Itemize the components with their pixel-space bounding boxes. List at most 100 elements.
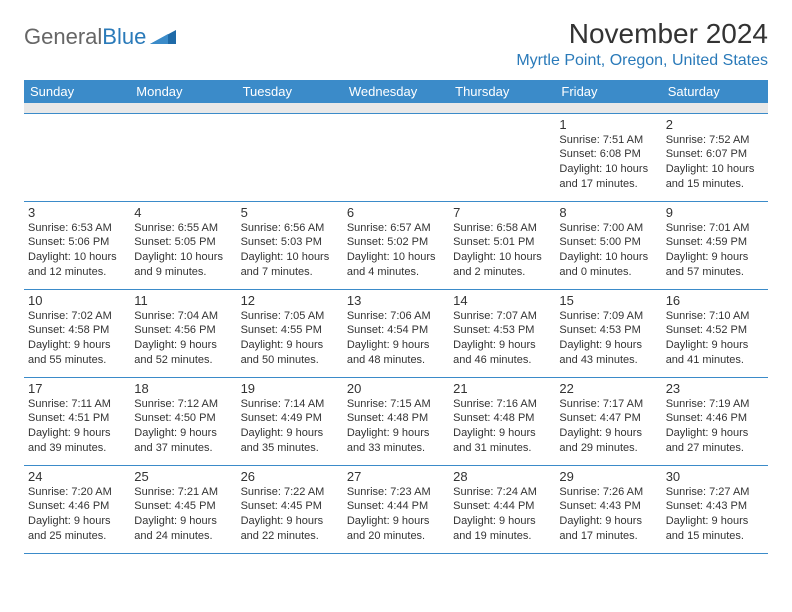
calendar-day-cell: 3Sunrise: 6:53 AMSunset: 5:06 PMDaylight… — [24, 201, 130, 289]
day-info-line: and 35 minutes. — [241, 441, 339, 456]
day-info-line: Daylight: 9 hours — [453, 514, 551, 529]
day-info-line: Daylight: 9 hours — [134, 426, 232, 441]
calendar-day-cell: 5Sunrise: 6:56 AMSunset: 5:03 PMDaylight… — [237, 201, 343, 289]
day-number: 2 — [666, 117, 764, 132]
day-number: 23 — [666, 381, 764, 396]
day-info-line: Sunrise: 7:51 AM — [559, 133, 657, 148]
day-header: Friday — [555, 80, 661, 103]
day-info-line: Sunset: 5:03 PM — [241, 235, 339, 250]
day-number: 8 — [559, 205, 657, 220]
day-info-line: Sunset: 4:58 PM — [28, 323, 126, 338]
day-number: 24 — [28, 469, 126, 484]
day-info-line: and 15 minutes. — [666, 177, 764, 192]
day-info-line: Sunrise: 7:21 AM — [134, 485, 232, 500]
day-info-line: Daylight: 9 hours — [347, 514, 445, 529]
calendar-day-cell — [343, 113, 449, 201]
day-info-line: Daylight: 9 hours — [241, 514, 339, 529]
spacer-row — [24, 103, 768, 113]
day-number: 4 — [134, 205, 232, 220]
location-subtitle: Myrtle Point, Oregon, United States — [516, 52, 768, 70]
day-info-line: Daylight: 10 hours — [347, 250, 445, 265]
day-info-line: Sunset: 4:46 PM — [666, 411, 764, 426]
day-info-line: and 25 minutes. — [28, 529, 126, 544]
day-number: 7 — [453, 205, 551, 220]
day-info-line: Sunrise: 7:24 AM — [453, 485, 551, 500]
day-number: 25 — [134, 469, 232, 484]
day-info-line: Sunrise: 7:15 AM — [347, 397, 445, 412]
calendar-day-cell: 27Sunrise: 7:23 AMSunset: 4:44 PMDayligh… — [343, 465, 449, 553]
day-header: Sunday — [24, 80, 130, 103]
day-info-line: Daylight: 9 hours — [666, 338, 764, 353]
calendar-day-cell: 28Sunrise: 7:24 AMSunset: 4:44 PMDayligh… — [449, 465, 555, 553]
calendar-day-cell: 18Sunrise: 7:12 AMSunset: 4:50 PMDayligh… — [130, 377, 236, 465]
day-number: 3 — [28, 205, 126, 220]
day-info-line: Sunset: 4:45 PM — [134, 499, 232, 514]
day-info-line: and 55 minutes. — [28, 353, 126, 368]
day-header: Wednesday — [343, 80, 449, 103]
day-info-line: and 33 minutes. — [347, 441, 445, 456]
calendar-day-cell: 13Sunrise: 7:06 AMSunset: 4:54 PMDayligh… — [343, 289, 449, 377]
day-info-line: Sunset: 4:44 PM — [453, 499, 551, 514]
day-number: 30 — [666, 469, 764, 484]
calendar-day-cell: 21Sunrise: 7:16 AMSunset: 4:48 PMDayligh… — [449, 377, 555, 465]
day-info-line: Daylight: 9 hours — [347, 338, 445, 353]
calendar-day-cell: 26Sunrise: 7:22 AMSunset: 4:45 PMDayligh… — [237, 465, 343, 553]
day-info-line: and 17 minutes. — [559, 177, 657, 192]
day-info-line: Sunrise: 6:55 AM — [134, 221, 232, 236]
day-number: 9 — [666, 205, 764, 220]
day-number: 17 — [28, 381, 126, 396]
calendar-day-cell: 4Sunrise: 6:55 AMSunset: 5:05 PMDaylight… — [130, 201, 236, 289]
day-info-line: Sunset: 5:02 PM — [347, 235, 445, 250]
day-info-line: and 37 minutes. — [134, 441, 232, 456]
day-number: 28 — [453, 469, 551, 484]
day-number: 6 — [347, 205, 445, 220]
calendar-day-cell: 17Sunrise: 7:11 AMSunset: 4:51 PMDayligh… — [24, 377, 130, 465]
day-info-line: Sunrise: 7:22 AM — [241, 485, 339, 500]
calendar-day-cell: 20Sunrise: 7:15 AMSunset: 4:48 PMDayligh… — [343, 377, 449, 465]
day-info-line: and 20 minutes. — [347, 529, 445, 544]
day-info-line: Sunset: 4:43 PM — [666, 499, 764, 514]
calendar-week-row: 10Sunrise: 7:02 AMSunset: 4:58 PMDayligh… — [24, 289, 768, 377]
day-info-line: and 17 minutes. — [559, 529, 657, 544]
calendar-day-cell — [237, 113, 343, 201]
month-title: November 2024 — [516, 18, 768, 50]
day-info-line: Sunset: 4:44 PM — [347, 499, 445, 514]
day-info-line: Daylight: 9 hours — [347, 426, 445, 441]
calendar-body: 1Sunrise: 7:51 AMSunset: 6:08 PMDaylight… — [24, 103, 768, 553]
day-info-line: Sunset: 4:56 PM — [134, 323, 232, 338]
calendar-day-cell — [449, 113, 555, 201]
day-info-line: Sunset: 6:07 PM — [666, 147, 764, 162]
calendar-day-cell: 8Sunrise: 7:00 AMSunset: 5:00 PMDaylight… — [555, 201, 661, 289]
calendar-week-row: 3Sunrise: 6:53 AMSunset: 5:06 PMDaylight… — [24, 201, 768, 289]
day-number: 27 — [347, 469, 445, 484]
day-info-line: Sunrise: 7:17 AM — [559, 397, 657, 412]
day-info-line: Daylight: 9 hours — [134, 514, 232, 529]
day-number: 21 — [453, 381, 551, 396]
day-info-line: Sunrise: 6:56 AM — [241, 221, 339, 236]
brand-logo: GeneralBlue — [24, 18, 176, 50]
calendar-day-cell: 16Sunrise: 7:10 AMSunset: 4:52 PMDayligh… — [662, 289, 768, 377]
day-number: 14 — [453, 293, 551, 308]
day-info-line: Sunset: 4:54 PM — [347, 323, 445, 338]
calendar-day-cell: 23Sunrise: 7:19 AMSunset: 4:46 PMDayligh… — [662, 377, 768, 465]
day-info-line: Daylight: 10 hours — [559, 162, 657, 177]
day-info-line: Daylight: 10 hours — [28, 250, 126, 265]
day-info-line: Daylight: 9 hours — [453, 426, 551, 441]
calendar-day-cell: 14Sunrise: 7:07 AMSunset: 4:53 PMDayligh… — [449, 289, 555, 377]
brand-word-2: Blue — [102, 24, 146, 50]
day-info-line: and 41 minutes. — [666, 353, 764, 368]
day-info-line: Sunrise: 7:52 AM — [666, 133, 764, 148]
day-info-line: Sunset: 5:01 PM — [453, 235, 551, 250]
day-info-line: Daylight: 9 hours — [134, 338, 232, 353]
day-number: 12 — [241, 293, 339, 308]
day-info-line: Sunrise: 7:14 AM — [241, 397, 339, 412]
day-info-line: Sunrise: 7:11 AM — [28, 397, 126, 412]
day-header: Tuesday — [237, 80, 343, 103]
day-info-line: Sunset: 4:48 PM — [453, 411, 551, 426]
page-header: GeneralBlue November 2024 Myrtle Point, … — [24, 18, 768, 70]
calendar-week-row: 1Sunrise: 7:51 AMSunset: 6:08 PMDaylight… — [24, 113, 768, 201]
day-number: 22 — [559, 381, 657, 396]
day-info-line: and 2 minutes. — [453, 265, 551, 280]
calendar-day-cell: 15Sunrise: 7:09 AMSunset: 4:53 PMDayligh… — [555, 289, 661, 377]
day-info-line: and 15 minutes. — [666, 529, 764, 544]
